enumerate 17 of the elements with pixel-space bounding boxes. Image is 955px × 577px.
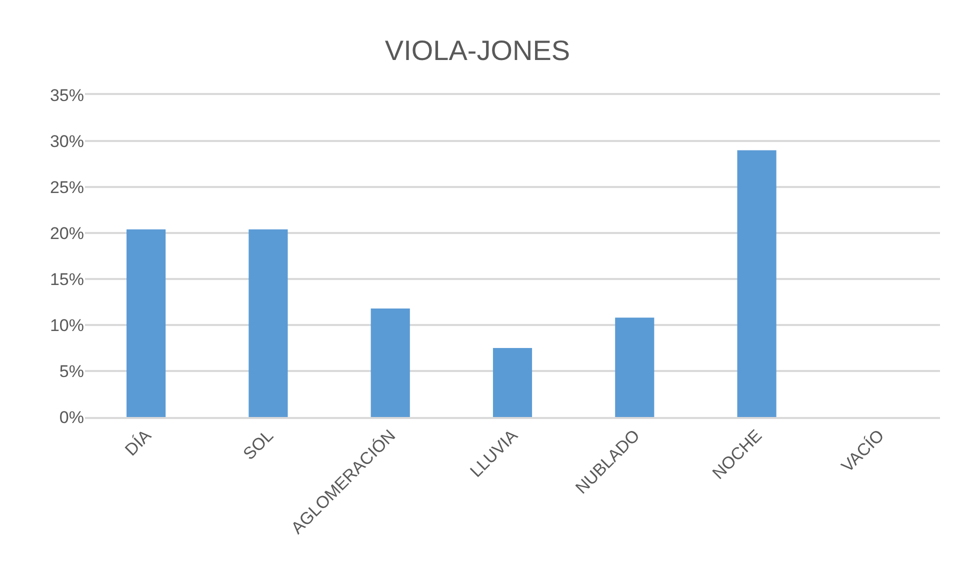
x-tick-label: SOL [240, 426, 278, 464]
bar [615, 318, 654, 417]
y-tick-label: 5% [59, 362, 84, 381]
chart-title: VIOLA-JONES [384, 34, 570, 66]
y-tick-label: 25% [50, 178, 84, 197]
y-tick-label: 20% [50, 224, 84, 243]
bar [248, 229, 288, 417]
bar [370, 308, 410, 417]
y-tick-label: 35% [50, 86, 84, 105]
y-tick-label: 15% [50, 270, 84, 289]
y-tick-label: 30% [50, 132, 84, 151]
bar [126, 229, 166, 417]
y-tick-label: 0% [59, 408, 84, 427]
bar [492, 348, 532, 417]
y-tick-label: 10% [50, 316, 84, 335]
bar [737, 150, 776, 417]
x-tick-label: DÍA [121, 426, 156, 460]
